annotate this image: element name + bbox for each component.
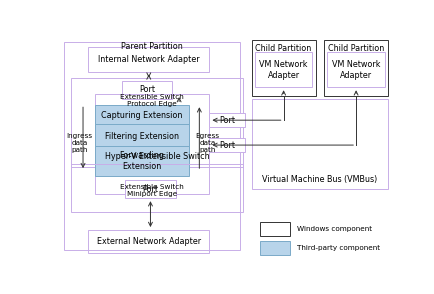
Text: Filtering Extension: Filtering Extension xyxy=(105,131,179,141)
Bar xyxy=(209,113,244,127)
Text: Ingress
data
path: Ingress data path xyxy=(66,133,92,153)
Bar xyxy=(95,106,189,126)
Text: Extensible Switch
Miniport Edge: Extensible Switch Miniport Edge xyxy=(120,184,184,197)
Text: External Network Adapter: External Network Adapter xyxy=(96,237,201,246)
Text: VM Network
Adapter: VM Network Adapter xyxy=(331,60,379,79)
Bar xyxy=(64,42,239,250)
Text: Capturing Extension: Capturing Extension xyxy=(101,111,182,120)
Text: VM Network
Adapter: VM Network Adapter xyxy=(259,60,307,79)
Text: Forwarding
Extension: Forwarding Extension xyxy=(119,151,164,171)
Text: Child Partition: Child Partition xyxy=(255,44,311,53)
Bar xyxy=(323,40,387,96)
Text: Port: Port xyxy=(219,116,235,125)
Bar xyxy=(327,52,384,87)
Bar xyxy=(71,78,243,167)
Bar xyxy=(95,123,189,148)
Text: Internal Network Adapter: Internal Network Adapter xyxy=(98,55,199,64)
Text: Windows component: Windows component xyxy=(296,226,372,232)
Bar xyxy=(88,230,209,253)
Bar xyxy=(251,99,387,189)
Bar xyxy=(251,40,315,96)
Text: Third-party component: Third-party component xyxy=(296,245,379,251)
Text: Child Partition: Child Partition xyxy=(327,44,383,53)
Text: Port: Port xyxy=(142,185,158,194)
Bar xyxy=(260,222,290,235)
Text: Port: Port xyxy=(139,85,155,94)
Bar xyxy=(95,94,209,194)
Bar xyxy=(122,81,172,99)
Text: Port: Port xyxy=(219,141,235,150)
Bar xyxy=(95,146,189,176)
Text: Extensible Switch
Protocol Edge: Extensible Switch Protocol Edge xyxy=(120,94,184,107)
Text: Egress
data
path: Egress data path xyxy=(195,133,219,153)
Text: Parent Partition: Parent Partition xyxy=(121,42,183,51)
Text: Hyper-V Extensible Switch: Hyper-V Extensible Switch xyxy=(105,152,209,161)
Bar xyxy=(209,138,244,152)
Bar xyxy=(260,241,290,255)
Bar xyxy=(71,164,243,212)
Bar xyxy=(88,46,209,71)
Bar xyxy=(125,180,175,198)
Bar xyxy=(254,52,312,87)
Text: Virtual Machine Bus (VMBus): Virtual Machine Bus (VMBus) xyxy=(262,175,377,183)
